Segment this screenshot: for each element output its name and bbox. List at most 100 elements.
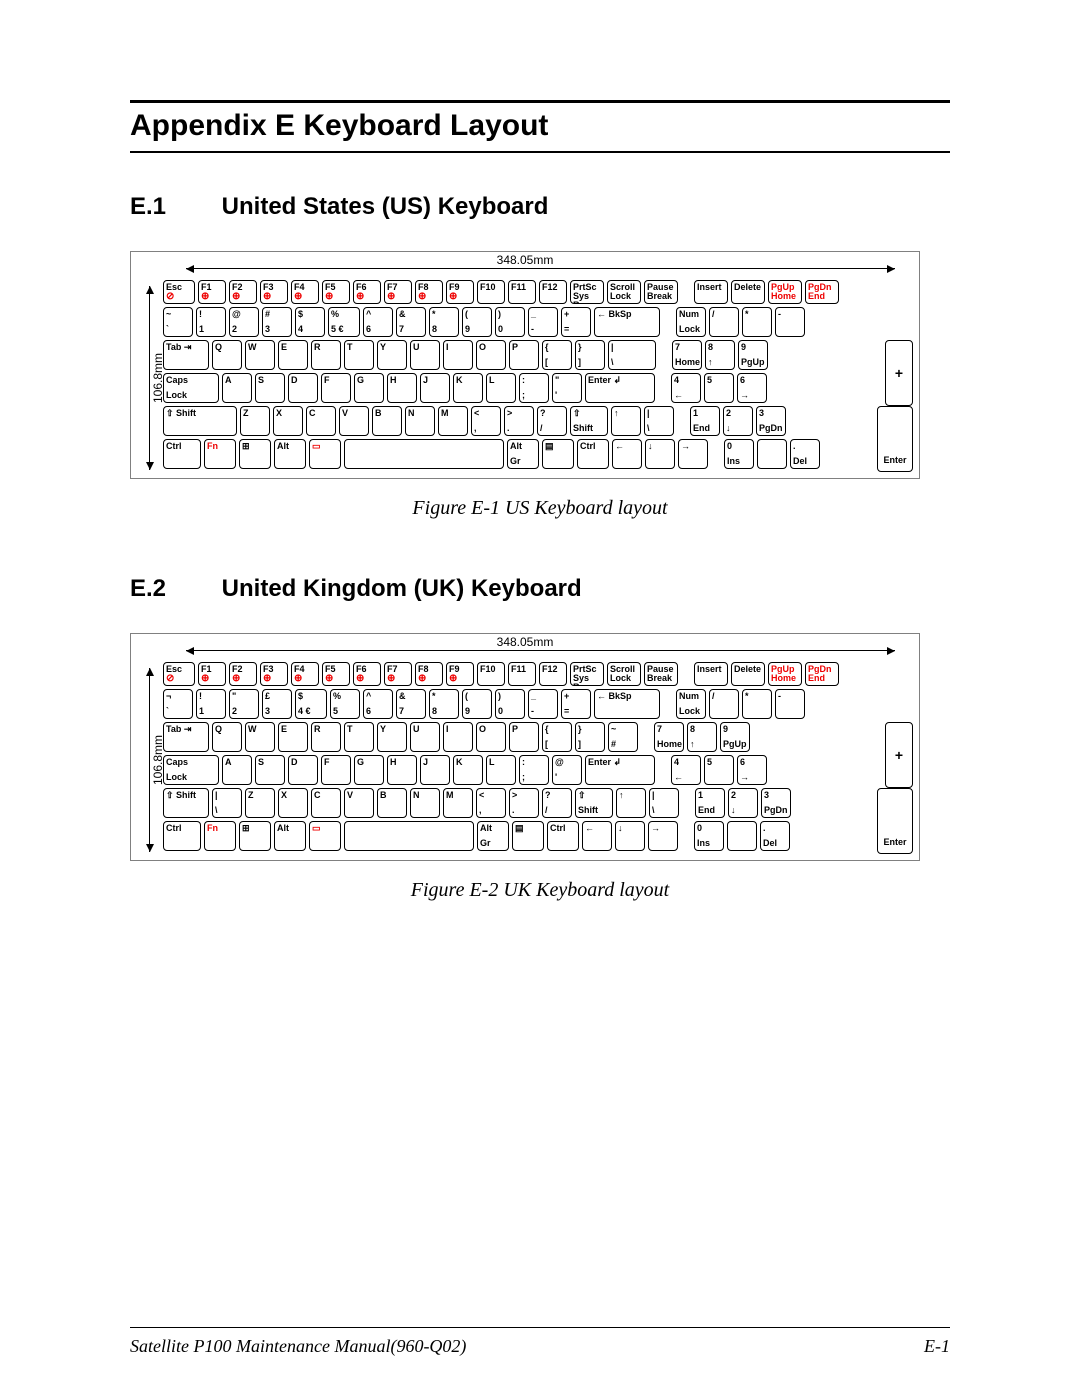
key: Z [245,788,275,818]
key: PgUpHome [768,280,802,304]
key: ▭ [309,821,341,851]
key: %5 [330,689,360,719]
key: Delete [731,280,765,304]
uk-keyboard-rows: Esc⊘F1⊕F2⊕F3⊕F4⊕F5⊕F6⊕F7⊕F8⊕F9⊕F10F11F12… [159,660,919,860]
key: ?/ [537,406,567,436]
key: _- [528,689,558,719]
footer-left: Satellite P100 Maintenance Manual(960-Q0… [130,1336,466,1357]
key: ^6 [363,689,393,719]
key: <, [471,406,501,436]
section-e2-label: United Kingdom (UK) Keyboard [222,575,582,602]
key: 7Home [672,340,702,370]
key: U [410,722,440,752]
key: R [311,340,341,370]
figure-us-keyboard: 348.05mm 106.8mm Esc⊘F1⊕F2⊕F3⊕F4⊕F5⊕F6⊕F… [130,251,920,479]
key: → [648,821,678,851]
section-e1-label: United States (US) Keyboard [222,193,549,220]
key: %5 € [328,307,360,337]
key: 7Home [654,722,684,752]
uk-height-dimension: 106.8mm [131,660,159,860]
key: O [476,722,506,752]
key: PrtScSys Rq [570,280,604,304]
key: I [443,340,473,370]
key: ScrollLock [607,280,641,304]
appendix-title: Appendix E Keyboard Layout [130,109,950,153]
key: "2 [229,689,259,719]
key: F [321,373,351,403]
key: 6→ [737,755,767,785]
key: 0Ins [694,821,724,851]
key: ▤ [542,439,574,469]
key: Insert [694,280,728,304]
key: )0 [495,307,525,337]
key: 5 [704,373,734,403]
key: J [420,755,450,785]
key: }] [575,340,605,370]
key: 2↓ [723,406,753,436]
key: ?/ [542,788,572,818]
numpad-enter-key: Enter [877,406,913,472]
key: ← [582,821,612,851]
key: $4 [295,307,325,337]
key: V [339,406,369,436]
key: X [278,788,308,818]
key: ← BkSp [594,307,660,337]
key: W [245,340,275,370]
key: Insert [694,662,728,686]
key: £3 [262,689,292,719]
key: F2⊕ [229,662,257,686]
key: ⇧ Shift [163,788,209,818]
key: ⇧Shift [575,788,613,818]
key: X [273,406,303,436]
us-height-dimension: 106.8mm [131,278,159,478]
key: Q [212,340,242,370]
key: 3PgDn [761,788,791,818]
key: F6⊕ [353,662,381,686]
key: F2⊕ [229,280,257,304]
key: W [245,722,275,752]
key [344,439,504,469]
key: 8↑ [705,340,735,370]
uk-width-rule [186,650,895,656]
key: Tab ⇥ [163,722,209,752]
key: C [306,406,336,436]
key: F4⊕ [291,662,319,686]
key: += [561,307,591,337]
section-e2-heading: E.2 United Kingdom (UK) Keyboard [130,575,950,603]
section-e2-num: E.2 [130,575,215,603]
key: &7 [396,307,426,337]
key: >. [504,406,534,436]
key: S [255,755,285,785]
key: |\ [649,788,679,818]
key: Z [240,406,270,436]
figure-uk-keyboard: 348.05mm 106.8mm Esc⊘F1⊕F2⊕F3⊕F4⊕F5⊕F6⊕F… [130,633,920,861]
key: AltGr [477,821,509,851]
key: D [288,373,318,403]
key: F3⊕ [260,280,288,304]
key: A [222,755,252,785]
key: |\ [644,406,674,436]
key: F7⊕ [384,662,412,686]
page-footer: Satellite P100 Maintenance Manual(960-Q0… [130,1317,950,1357]
key: #3 [262,307,292,337]
key: F10 [477,662,505,686]
key: H [387,373,417,403]
key: F5⊕ [322,280,350,304]
key: <, [476,788,506,818]
footer-page-number: E-1 [924,1336,950,1357]
key: L [486,373,516,403]
key: ↓ [645,439,675,469]
key: += [561,689,591,719]
uk-width-dimension: 348.05mm [131,634,919,650]
key: ▤ [512,821,544,851]
key: {[ [542,722,572,752]
key: ← [612,439,642,469]
key: ▭ [309,439,341,469]
key: U [410,340,440,370]
key: F3⊕ [260,662,288,686]
key: G [354,373,384,403]
key: ← BkSp [594,689,660,719]
key: * [742,689,772,719]
key: 4← [671,373,701,403]
key: Q [212,722,242,752]
